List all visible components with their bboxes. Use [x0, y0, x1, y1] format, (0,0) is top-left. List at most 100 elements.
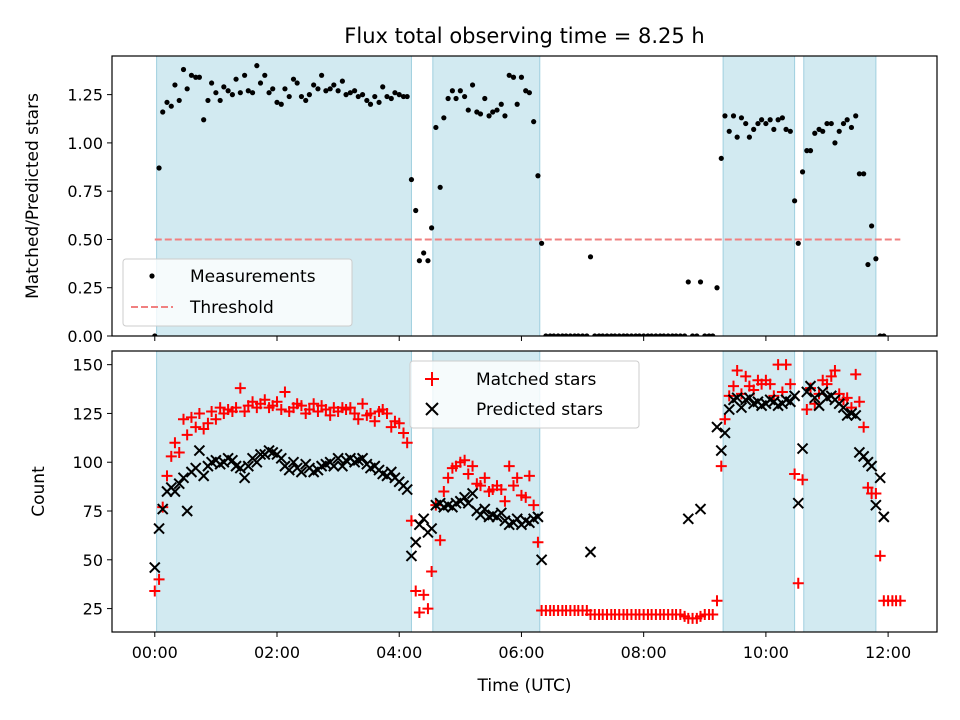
- bottom-x-tick-label: 12:00: [865, 643, 911, 662]
- matched-stars-point: [413, 606, 425, 618]
- measurement-point: [319, 72, 325, 78]
- predicted-stars-point: [837, 401, 850, 414]
- top-y-tick-label: 1.25: [67, 86, 103, 105]
- measurement-point: [502, 113, 508, 119]
- bottom-y-tick-label: 150: [72, 356, 103, 375]
- predicted-stars-point: [723, 403, 735, 416]
- bottom-y-tick-label: 50: [83, 551, 103, 570]
- top-observing-window-2: [722, 56, 796, 336]
- predicted-stars-point: [177, 472, 190, 484]
- predicted-stars-point: [850, 409, 862, 422]
- matched-stars-point: [165, 450, 177, 462]
- measurement-point: [245, 88, 251, 94]
- predicted-stars-point: [792, 497, 804, 509]
- measurement-point: [298, 93, 305, 100]
- measurement-point: [856, 171, 862, 177]
- measurement-point: [592, 333, 598, 336]
- x-axis-label: Time (UTC): [477, 676, 572, 696]
- legend-matched-label: Matched stars: [476, 370, 596, 390]
- legend-matched-marker: [425, 372, 439, 386]
- measurement-point: [730, 113, 737, 119]
- top-y-tick-label: 1.00: [67, 134, 103, 153]
- matched-stars-point: [247, 396, 259, 408]
- measurement-point: [694, 333, 700, 336]
- measurement-point: [335, 88, 341, 94]
- measurement-point: [510, 74, 517, 80]
- measurement-point: [624, 333, 630, 336]
- measurement-point: [844, 117, 850, 123]
- measurement-point: [453, 95, 459, 102]
- matched-stars-point: [275, 404, 287, 416]
- matched-stars-point: [740, 370, 752, 382]
- bottom-y-tick-label: 100: [72, 453, 103, 472]
- bottom-y-axis-label: Count: [29, 466, 49, 517]
- matched-stars-point: [369, 415, 381, 427]
- measurement-point: [514, 101, 520, 107]
- measurement-point: [506, 72, 512, 78]
- matched-stars-point: [764, 378, 776, 390]
- matched-stars-point: [784, 378, 796, 390]
- measurement-point: [213, 90, 219, 96]
- bottom-x-tick-label: 00:00: [132, 643, 178, 662]
- measurement-point: [763, 120, 769, 127]
- top-plot-area: [152, 56, 901, 336]
- predicted-stars-point: [157, 503, 169, 515]
- measurement-point: [751, 126, 757, 132]
- predicted-stars-point: [356, 452, 369, 465]
- measurement-point: [306, 92, 312, 98]
- measurement-point: [587, 254, 594, 260]
- measurement-point: [282, 86, 288, 92]
- measurement-point: [286, 93, 292, 100]
- measurement-point: [315, 86, 321, 92]
- predicted-stars-point: [870, 499, 882, 511]
- top-y-tick-label: 0.50: [67, 230, 103, 249]
- matched-stars-point: [462, 468, 474, 480]
- matched-stars-point: [833, 388, 845, 400]
- matched-stars-point: [829, 365, 841, 377]
- measurement-point: [257, 80, 264, 86]
- measurement-point: [743, 120, 749, 127]
- measurement-point: [746, 134, 752, 140]
- measurement-point: [804, 148, 810, 154]
- matched-stars-point: [532, 536, 544, 548]
- predicted-stars-point: [405, 550, 418, 562]
- measurement-point: [498, 101, 504, 107]
- matched-stars-point: [295, 400, 307, 412]
- measurement-point: [311, 82, 317, 88]
- matched-stars-point: [801, 404, 813, 416]
- predicted-stars-point: [796, 442, 809, 455]
- measurement-point: [209, 80, 215, 86]
- bottom-legend-frame: [409, 360, 640, 429]
- matched-stars-point: [312, 405, 324, 417]
- measurement-point: [193, 74, 199, 80]
- matched-stars-point: [365, 407, 376, 419]
- matched-stars-point: [780, 359, 792, 371]
- measurement-point: [799, 169, 806, 175]
- matched-stars-point: [234, 382, 246, 394]
- measurement-point: [172, 82, 178, 88]
- predicted-stars-point: [328, 460, 340, 472]
- measurement-point: [824, 120, 830, 127]
- measurement-point: [612, 333, 618, 336]
- bottom-x-tick-label: 02:00: [254, 643, 300, 662]
- predicted-stars-point: [425, 522, 438, 535]
- measurement-point: [584, 333, 590, 336]
- measurement-point: [233, 76, 239, 82]
- measurement-point: [327, 86, 333, 92]
- measurement-point: [469, 82, 476, 88]
- legend-threshold-label: Threshold: [189, 298, 274, 318]
- legend-predicted-label: Predicted stars: [476, 400, 603, 420]
- measurement-point: [616, 333, 622, 336]
- measurement-point: [783, 126, 789, 132]
- matched-stars-point: [401, 437, 413, 449]
- measurement-point: [832, 140, 838, 146]
- measurement-point: [457, 88, 463, 94]
- matched-stars-point: [324, 409, 336, 421]
- matched-stars-point: [731, 365, 743, 377]
- measurement-point: [372, 93, 378, 100]
- measurement-point: [392, 90, 398, 96]
- matched-stars-point: [792, 577, 804, 589]
- matched-stars-point: [841, 392, 853, 404]
- measurement-point: [779, 115, 785, 121]
- predicted-stars-point: [197, 470, 210, 482]
